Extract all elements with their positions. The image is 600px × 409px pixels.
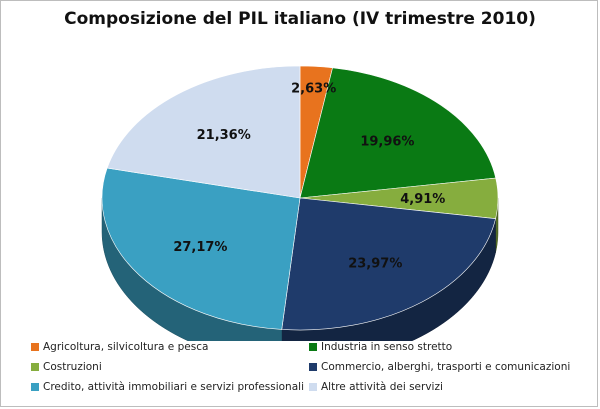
pie-slices: [101, 65, 499, 331]
pie-value-label-5: 21,36%: [197, 128, 251, 143]
pie-slice-4: [101, 167, 301, 330]
legend-item-0: Agricoltura, silvicoltura e pesca: [31, 341, 208, 353]
legend-item-4: Credito, attività immobiliari e servizi …: [31, 381, 304, 393]
legend-swatch-1: [309, 343, 317, 351]
pie-value-label-4: 27,17%: [173, 240, 227, 255]
legend-label-5: Altre attività dei servizi: [321, 381, 443, 393]
pie-value-label-2: 4,91%: [400, 192, 445, 207]
legend-swatch-2: [31, 363, 39, 371]
legend-item-1: Industria in senso stretto: [309, 341, 452, 353]
legend-item-2: Costruzioni: [31, 361, 102, 373]
legend-label-3: Commercio, alberghi, trasporti e comunic…: [321, 361, 571, 373]
legend-swatch-3: [309, 363, 317, 371]
pie-slice-3: [281, 197, 496, 331]
pie-value-labels: 2,63% 19,96% 4,91% 23,97% 27,17% 21,36%: [173, 82, 445, 272]
pie-value-label-0: 2,63%: [291, 82, 336, 97]
legend-swatch-0: [31, 343, 39, 351]
chart-title: Composizione del PIL italiano (IV trimes…: [64, 9, 536, 29]
pie-value-label-3: 23,97%: [348, 257, 402, 272]
legend-label-1: Industria in senso stretto: [321, 341, 453, 353]
pie-slice-1: [299, 67, 497, 199]
legend-label-4: Credito, attività immobiliari e servizi …: [43, 381, 304, 393]
legend-item-5: Altre attività dei servizi: [309, 381, 443, 393]
legend-item-3: Commercio, alberghi, trasporti e comunic…: [309, 361, 570, 373]
pie-chart: 2,63% 19,96% 4,91% 23,97% 27,17% 21,36%: [101, 65, 499, 341]
legend-label-0: Agricoltura, silvicoltura e pesca: [43, 341, 209, 353]
pie-slice-5: [106, 65, 301, 199]
legend-label-2: Costruzioni: [43, 361, 102, 373]
legend-swatch-4: [31, 383, 39, 391]
legend-swatch-5: [309, 383, 317, 391]
pie-value-label-1: 19,96%: [360, 135, 414, 150]
